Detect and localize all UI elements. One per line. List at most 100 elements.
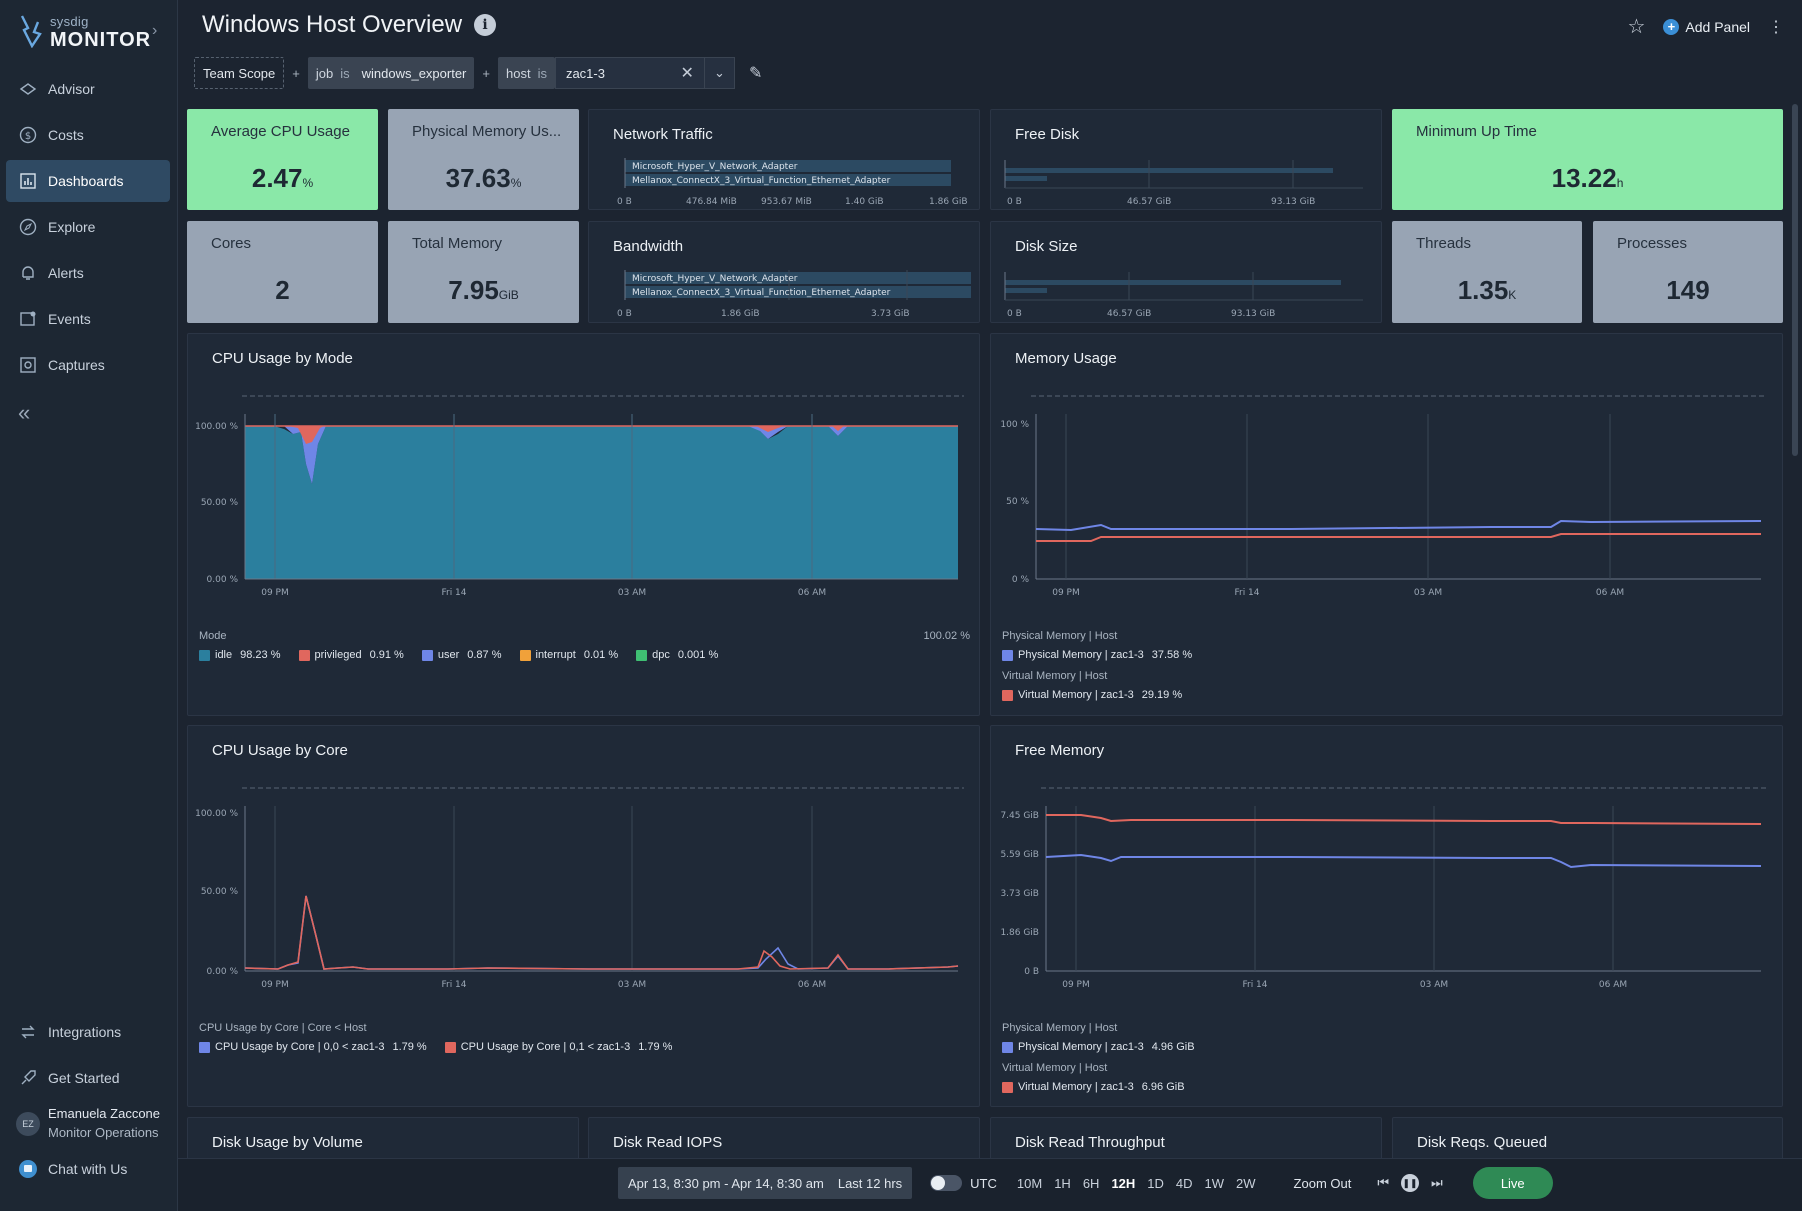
free-memory-panel[interactable]: Free Memory 7.45 GiB 5.59 GiB 3.73 GiB 1… — [990, 725, 1783, 1107]
vertical-scrollbar[interactable] — [1792, 104, 1798, 456]
network-traffic-panel[interactable]: Network Traffic Microsoft_Hyper_V_Networ… — [588, 109, 980, 210]
bandwidth-panel[interactable]: Bandwidth Microsoft_Hyper_V_Network_Adap… — [588, 221, 980, 323]
cores-tile[interactable]: Cores 2 — [187, 221, 378, 323]
legend-item-core-1[interactable]: CPU Usage by Core | 0,1 < zac1-3 1.79 % — [444, 1041, 672, 1053]
threads-tile[interactable]: Threads 1.35K — [1392, 221, 1582, 323]
sidebar-item-label: Costs — [48, 127, 84, 143]
sidebar-item-events[interactable]: Events — [6, 298, 170, 340]
more-options-icon[interactable]: ⋮ — [1768, 18, 1784, 36]
sidebar-item-dashboards[interactable]: Dashboards — [6, 160, 170, 202]
legend-item-virtual-memory[interactable]: Virtual Memory | zac1-3 6.96 GiB — [1002, 1081, 1185, 1093]
range-1h[interactable]: 1H — [1054, 1175, 1071, 1191]
legend-item-core-0[interactable]: CPU Usage by Core | 0,0 < zac1-3 1.79 % — [199, 1041, 427, 1053]
free-memory-chart: 7.45 GiB 5.59 GiB 3.73 GiB 1.86 GiB 0 B … — [1000, 787, 1767, 990]
sidebar-item-integrations[interactable]: Integrations — [6, 1011, 170, 1053]
add-filter-plus[interactable]: + — [292, 65, 300, 81]
host-filter-chip[interactable]: host is — [497, 57, 555, 89]
sysdig-logo[interactable]: sysdig MONITOR › — [14, 10, 174, 54]
range-12h[interactable]: 12H — [1111, 1175, 1136, 1191]
live-button[interactable]: Live — [1472, 1167, 1553, 1199]
range-1w[interactable]: 1W — [1204, 1175, 1225, 1191]
x-tick: 03 AM — [1414, 588, 1442, 598]
y-tick: 5.59 GiB — [1000, 850, 1039, 860]
cpu-usage-by-core-panel[interactable]: CPU Usage by Core 100.00 % 50.00 % 0.00 … — [187, 725, 980, 1107]
legend-item-dpc[interactable]: dpc 0.001 % — [636, 649, 718, 661]
range-10m[interactable]: 10M — [1016, 1175, 1043, 1191]
legend-group-label: Mode — [199, 630, 227, 642]
sidebar-item-explore[interactable]: Explore — [6, 206, 170, 248]
date-range-picker[interactable]: Apr 13, 8:30 pm - Apr 14, 8:30 am Last 1… — [618, 1167, 913, 1199]
total-memory-tile[interactable]: Total Memory 7.95GiB — [388, 221, 579, 323]
bar-label: Microsoft_Hyper_V_Network_Adapter — [632, 162, 798, 172]
advisor-icon — [18, 79, 38, 99]
y-tick: 0 B — [1024, 967, 1039, 977]
legend-item-virtual-memory[interactable]: Virtual Memory | zac1-3 29.19 % — [1002, 689, 1182, 701]
sidebar-item-costs[interactable]: $ Costs — [6, 114, 170, 156]
cpu-usage-by-mode-panel[interactable]: CPU Usage by Mode 100.00 % 50.00 % 0.00 … — [187, 333, 980, 716]
page-title: Windows Host Overview — [202, 11, 463, 38]
memory-usage-panel[interactable]: Memory Usage 100 % 50 % 0 % 09 PM Fri 14… — [990, 333, 1783, 716]
disk-size-panel[interactable]: Disk Size 0 B 46.57 GiB 93.13 GiB — [990, 221, 1382, 323]
free-disk-panel[interactable]: Free Disk 0 B 46.57 GiB 93.13 GiB — [990, 109, 1382, 210]
sidebar-item-alerts[interactable]: Alerts — [6, 252, 170, 294]
x-tick: 03 AM — [1420, 980, 1448, 990]
sidebar-item-label: Explore — [48, 219, 96, 235]
user-name: Emanuela Zaccone — [48, 1106, 161, 1121]
skip-forward-icon[interactable]: ⏭ — [1431, 1175, 1443, 1190]
tile-value: 149 — [1666, 275, 1710, 305]
host-value-field[interactable]: zac1-3 ✕ — [554, 57, 705, 89]
legend-item-physical-memory[interactable]: Physical Memory | zac1-3 4.96 GiB — [1002, 1041, 1195, 1053]
panel-title: Disk Reqs. Queued — [1417, 1134, 1548, 1151]
info-icon[interactable]: i — [474, 14, 496, 36]
team-scope-chip[interactable]: Team Scope — [194, 57, 285, 89]
tick-label: 46.57 GiB — [1127, 197, 1171, 207]
range-2w[interactable]: 2W — [1236, 1175, 1256, 1191]
chevron-right-icon[interactable]: › — [152, 22, 158, 39]
range-1d[interactable]: 1D — [1147, 1175, 1164, 1191]
legend-item-physical-memory[interactable]: Physical Memory | zac1-3 37.58 % — [1002, 649, 1192, 661]
add-filter-plus[interactable]: + — [482, 65, 490, 81]
x-tick: Fri 14 — [441, 980, 466, 990]
team-scope-label: Team Scope — [203, 65, 276, 81]
range-4d[interactable]: 4D — [1175, 1175, 1193, 1191]
edit-pencil-icon[interactable]: ✎ — [748, 65, 763, 82]
physical-memory-usage-tile[interactable]: Physical Memory Us... 37.63% — [388, 109, 579, 210]
add-panel-button[interactable]: + Add Panel — [1663, 18, 1750, 35]
collapse-sidebar-icon[interactable]: « — [18, 400, 31, 425]
legend-item-privileged[interactable]: privileged 0.91 % — [298, 649, 404, 661]
tile-title: Physical Memory Us... — [412, 123, 562, 140]
panel-title: Bandwidth — [613, 238, 684, 255]
sidebar-item-label: Captures — [48, 357, 105, 373]
bar-hyperv — [625, 160, 951, 172]
bar-disk-size — [1005, 280, 1341, 285]
minimum-up-time-tile[interactable]: Minimum Up Time 13.22h — [1392, 109, 1783, 210]
legend-item-interrupt[interactable]: interrupt 0.01 % — [519, 649, 618, 661]
job-filter-chip[interactable]: job is windows_exporter — [307, 57, 475, 89]
tick-label: 1.86 GiB — [929, 197, 968, 207]
y-tick: 1.86 GiB — [1000, 928, 1039, 938]
tick-label: 953.67 MiB — [761, 197, 812, 207]
user-profile[interactable]: EZ Emanuela Zaccone Monitor Operations — [16, 1104, 176, 1148]
sidebar-item-advisor[interactable]: Advisor — [6, 68, 170, 110]
chat-with-us-button[interactable]: Chat with Us — [6, 1148, 170, 1190]
x-tick: 09 PM — [1062, 980, 1090, 990]
legend-group-label: Virtual Memory | Host — [1002, 670, 1108, 682]
panel-title: Network Traffic — [613, 126, 713, 143]
zoom-out-button[interactable]: Zoom Out — [1293, 1175, 1352, 1191]
free-disk-bar-chart: 0 B 46.57 GiB 93.13 GiB — [1004, 160, 1363, 207]
pause-icon[interactable]: ❚❚ — [1401, 1174, 1420, 1192]
sidebar-item-captures[interactable]: Captures — [6, 344, 170, 386]
utc-toggle[interactable] — [930, 1175, 963, 1191]
average-cpu-usage-tile[interactable]: Average CPU Usage 2.47% — [187, 109, 378, 210]
tick-label: 0 B — [617, 197, 632, 207]
clear-icon[interactable]: ✕ — [680, 65, 694, 82]
sidebar-item-get-started[interactable]: Get Started — [6, 1057, 170, 1099]
skip-back-icon[interactable]: ⏮ — [1377, 1175, 1390, 1190]
chevron-down-icon[interactable]: ⌄ — [704, 57, 735, 89]
legend-item-idle[interactable]: idle 98.23 % — [199, 649, 281, 661]
range-6h[interactable]: 6H — [1082, 1175, 1100, 1191]
processes-tile[interactable]: Processes 149 — [1593, 221, 1783, 323]
legend-item-user[interactable]: user 0.87 % — [421, 649, 502, 661]
bar-free-disk-2 — [1005, 176, 1047, 181]
favorite-star-icon[interactable]: ☆ — [1627, 16, 1646, 38]
